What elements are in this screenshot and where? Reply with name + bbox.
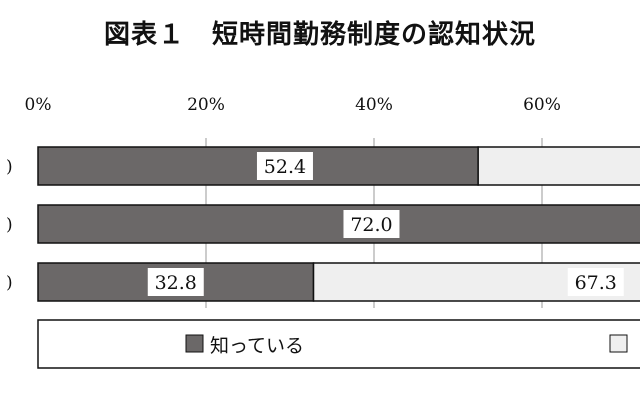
data-label: 52.4 (264, 156, 306, 178)
data-label: 32.8 (155, 272, 197, 294)
bar-segment-other (477, 146, 640, 186)
row-label: ) (6, 215, 13, 235)
data-label-bg (147, 268, 204, 296)
data-label-bg (343, 210, 400, 238)
row-label: ) (6, 157, 13, 177)
legend-label-known: 知っている (210, 335, 304, 357)
bars (37, 146, 640, 302)
legend-swatch-other (609, 334, 628, 353)
x-tick-label: 20% (187, 95, 225, 115)
legend-swatch-known (185, 334, 204, 353)
data-label: 72.0 (350, 214, 392, 236)
x-axis-ticks: 0% 20% 40% 60% (25, 95, 561, 115)
data-labels: 52.4 72.0 32.8 67.3 (147, 152, 624, 296)
data-label: 67.3 (575, 272, 617, 294)
x-tick-label: 0% (25, 95, 52, 115)
x-tick-label: 60% (523, 95, 561, 115)
row-label: ) (6, 273, 13, 293)
bar-segment-known (37, 204, 640, 244)
data-label-bg (567, 268, 624, 296)
row-labels: ))) (6, 157, 13, 293)
x-tick-label: 40% (355, 95, 393, 115)
legend: 知っている (37, 319, 640, 369)
legend-box (37, 319, 640, 369)
data-label-bg (256, 152, 313, 180)
chart-title: 図表１ 短時間勤務制度の認知状況 (103, 20, 536, 50)
